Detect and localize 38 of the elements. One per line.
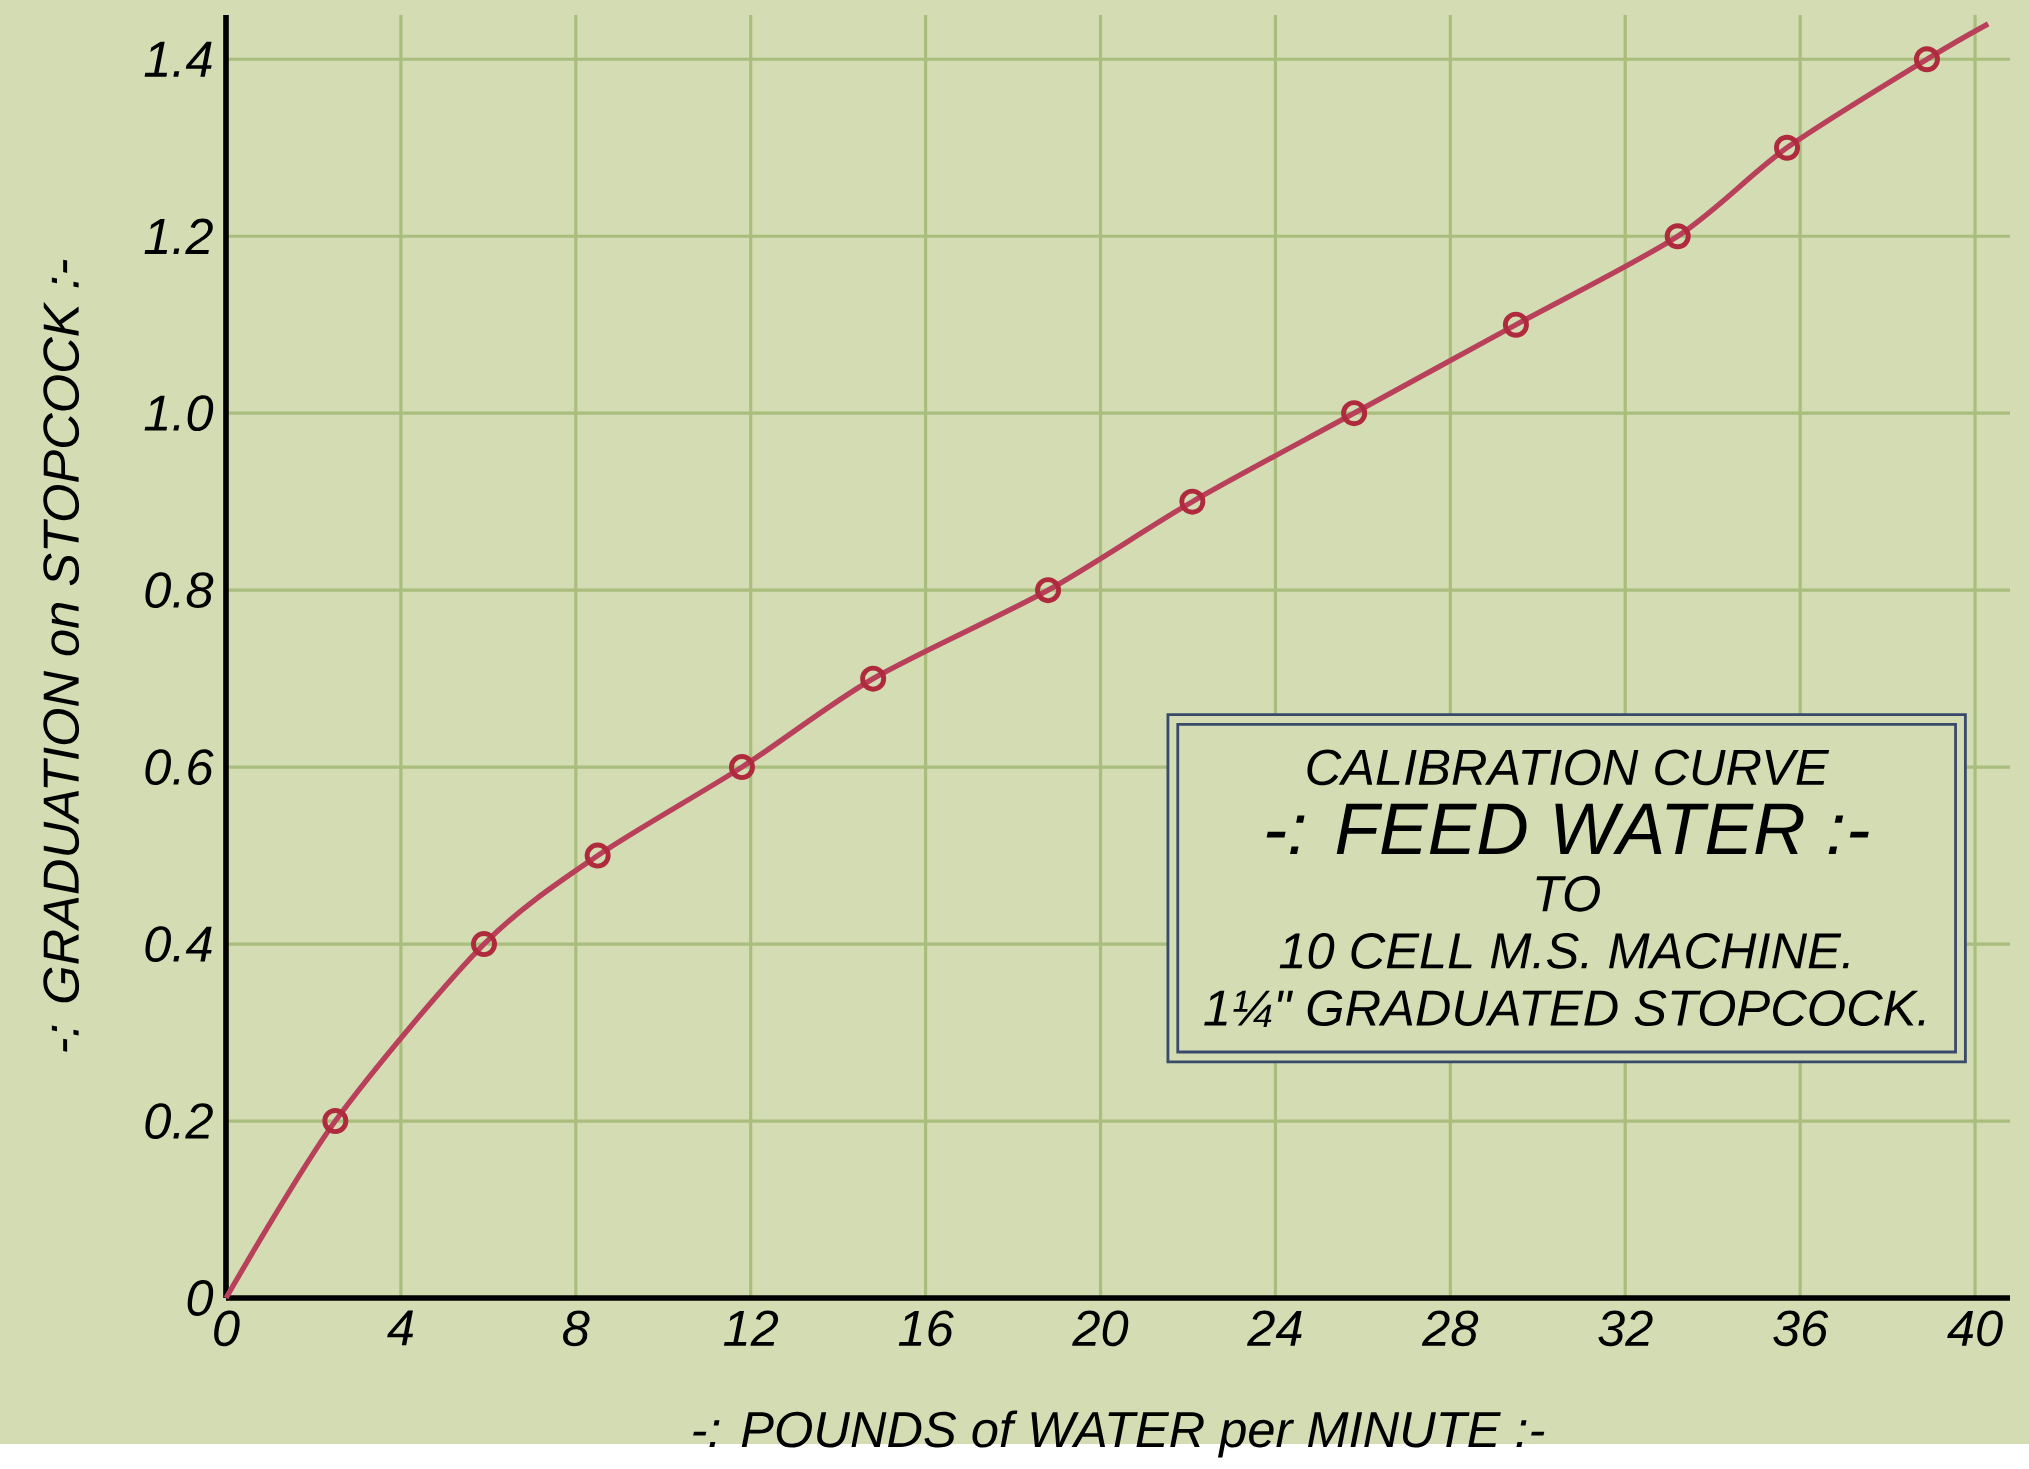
y-tick-label: 1.2 [144, 218, 213, 254]
y-tick-label: 0.6 [145, 749, 214, 785]
x-tick-label: 20 [1072, 1310, 1129, 1347]
x-axis-title: -: POUNDS of WATER per MINUTE :- [693, 1410, 1545, 1458]
x-tick-label: 36 [1773, 1310, 1829, 1347]
y-tick-label: 0.4 [145, 926, 212, 962]
point [1179, 488, 1206, 515]
x-tick-label: 24 [1247, 1310, 1302, 1346]
y-axis-title: -: GRADUATION on STOPCOCK :- [43, 259, 80, 1052]
y-tick-label: 0.2 [145, 1102, 213, 1139]
point [1035, 577, 1062, 604]
point [470, 930, 497, 957]
y-tick-label: 0.8 [145, 572, 214, 608]
y-tick-label: 1.0 [144, 395, 214, 431]
x-tick-label: 32 [1598, 1310, 1653, 1347]
point [1341, 400, 1368, 427]
x-tick-label: 4 [387, 1310, 414, 1346]
annotation: 10 CELL M.S. MACHINE. [1279, 932, 1849, 969]
point [1913, 46, 1940, 73]
x-tick-label: 16 [898, 1310, 954, 1347]
point [728, 753, 755, 780]
point [1774, 134, 1801, 161]
text: CALIBRATION CURVE [1307, 749, 1830, 786]
annotation: TO [1536, 875, 1600, 912]
x-tick-label: 8 [563, 1310, 590, 1347]
y-tick-label: 1.4 [144, 41, 212, 77]
point [584, 842, 611, 869]
point [860, 665, 887, 692]
text: -: FEED WATER :- [1266, 803, 1869, 854]
x-tick-label: 12 [723, 1310, 779, 1346]
point [1664, 223, 1691, 250]
y-tick-label: 0 [187, 1279, 214, 1316]
x-tick-label: 0 [214, 1310, 240, 1347]
x-tick-label: 28 [1421, 1310, 1479, 1347]
point [322, 1107, 349, 1134]
point [1502, 311, 1529, 338]
annotation: 1¼" GRADUATED STOPCOCK. [1204, 990, 1925, 1027]
x-tick-label: 40 [1947, 1310, 2003, 1347]
